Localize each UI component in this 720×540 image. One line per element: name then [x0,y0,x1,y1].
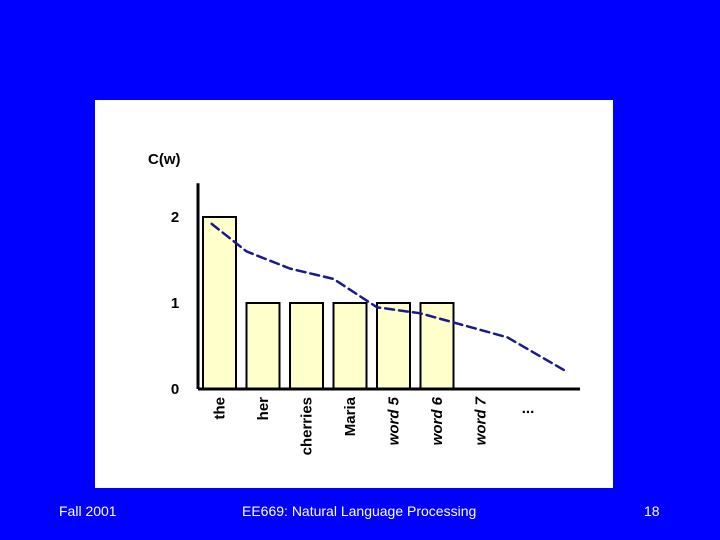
slide-number: 18 [644,503,660,519]
bar-chart: 0 1 2 C(w) the her cherries Maria word 5 word 6 wo… [148,151,580,455]
x-tick-label-cherries: cherries [299,397,316,455]
x-tick-label-maria: Maria [342,396,359,436]
y-axis-label: C(w) [148,151,181,168]
footer-course-title: EE669: Natural Language Processing [242,503,477,519]
x-tick-label-her: her [255,397,272,421]
x-tick-label-word-5: word 5 [386,396,403,445]
footer-date: Fall 2001 [59,503,117,519]
y-tick-label-1: 1 [171,295,179,312]
x-tick-label-word-6: word 6 [429,396,446,445]
bar-word-5 [376,302,411,390]
bar-her [245,302,281,390]
y-tick-label-0: 0 [171,381,179,398]
bar-word-6 [419,302,455,390]
y-tick-label-2: 2 [171,209,179,226]
x-axis-ellipsis: ... [522,400,535,417]
chart-panel: 0 1 2 C(w) the her cherries Maria word 5 word 6 wo… [95,100,613,488]
bar-maria [332,302,368,390]
x-tick-label-word-7: word 7 [473,396,490,445]
trend-line [210,222,566,372]
bar-cherries [289,302,324,390]
bar-the [202,216,237,390]
x-tick-label-the: the [212,397,229,420]
